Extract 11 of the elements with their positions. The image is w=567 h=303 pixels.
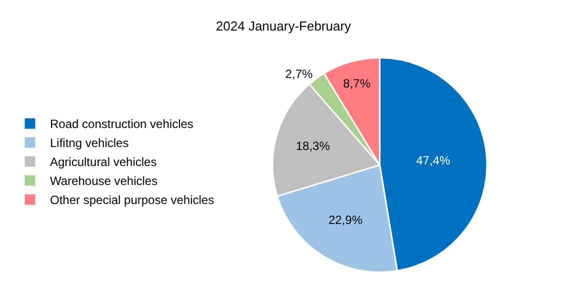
data-label: 8,7% xyxy=(343,76,371,91)
data-label: 18,3% xyxy=(296,138,330,153)
data-label: 22,9% xyxy=(328,212,363,227)
legend-label: Warehouse vehicles xyxy=(50,174,158,188)
chart-title: 2024 January-February xyxy=(216,18,352,34)
legend-label: Road construction vehicles xyxy=(50,117,194,132)
legend-label: Lifitng vehicles xyxy=(50,136,129,150)
legend-label: Other special purpose vehicles xyxy=(50,193,214,208)
data-label: 47,4% xyxy=(416,154,450,168)
data-label: 2,7% xyxy=(285,66,313,81)
legend-label: Agricultural vehicles xyxy=(50,155,157,170)
